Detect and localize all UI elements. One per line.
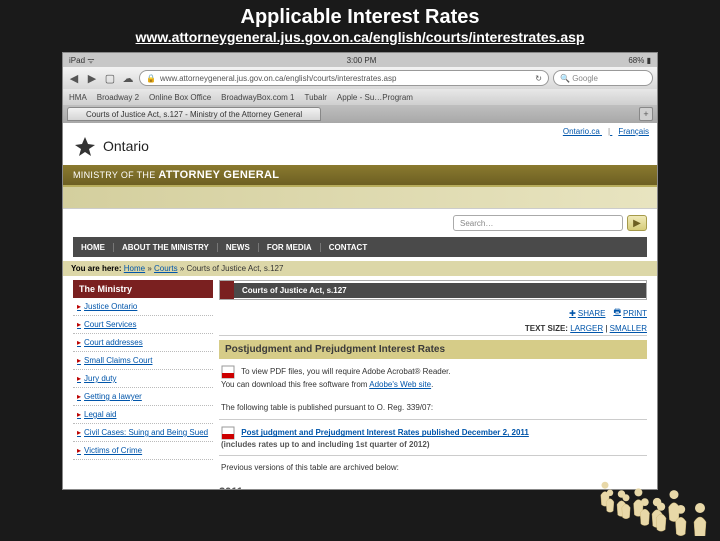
forward-icon[interactable]: ▶ — [85, 71, 99, 85]
search-icon: 🔍 — [560, 74, 570, 83]
pdf-line1: To view PDF files, you will require Adob… — [241, 367, 451, 376]
share-row: ✚ SHARE 🖶 PRINT — [219, 304, 647, 322]
nav-about[interactable]: ABOUT THE MINISTRY — [113, 243, 217, 252]
nav-media[interactable]: FOR MEDIA — [258, 243, 320, 252]
pdf-note: To view PDF files, you will require Adob… — [219, 359, 647, 396]
crumb-courts[interactable]: Courts — [154, 264, 178, 273]
sidebar-item[interactable]: Victims of Crime — [73, 442, 213, 460]
search-input[interactable]: Search… — [453, 215, 623, 231]
header-accent — [220, 281, 234, 299]
ontario-wordmark: Ontario — [103, 138, 149, 154]
ministry-banner: MINISTRY OF THE ATTORNEY GENERAL — [63, 165, 657, 185]
rates-doc-sub: (includes rates up to and including 1st … — [221, 440, 429, 449]
sidebar-item[interactable]: Jury duty — [73, 370, 213, 388]
archive-year: 2011 — [219, 486, 647, 490]
clock: 3:00 PM — [347, 56, 377, 65]
bookmark-item[interactable]: HMA — [69, 93, 87, 102]
sidebar-item[interactable]: Getting a lawyer — [73, 388, 213, 406]
bookmarks-icon[interactable]: ▢ — [103, 71, 117, 85]
browser-frame: iPad ᯤ 3:00 PM 68% ▮ ◀ ▶ ▢ ☁ 🔒 www.attor… — [62, 52, 658, 490]
main-pane: Courts of Justice Act, s.127 ✚ SHARE 🖶 P… — [219, 280, 647, 490]
refresh-icon[interactable]: ↻ — [535, 74, 542, 83]
sidebar-item[interactable]: Justice Ontario — [73, 298, 213, 316]
sidebar-item[interactable]: Civil Cases: Suing and Being Sued — [73, 424, 213, 442]
page-header-box: Courts of Justice Act, s.127 — [219, 280, 647, 300]
bookmark-item[interactable]: BroadwayBox.com 1 — [221, 93, 294, 102]
ministry-name: ATTORNEY GENERAL — [158, 169, 279, 181]
breadcrumb-label: You are here: — [71, 264, 122, 273]
slide-url: www.attorneygeneral.jus.gov.on.ca/englis… — [0, 29, 720, 49]
rates-doc-link[interactable]: Post judgment and Prejudgment Interest R… — [241, 428, 529, 437]
decorative-swoosh — [63, 185, 657, 209]
search-button[interactable]: ▶ — [627, 215, 647, 231]
wifi-icon: ᯤ — [87, 56, 94, 65]
text-size-row: TEXT SIZE: LARGER | SMALLER — [219, 322, 647, 336]
crumb-current: Courts of Justice Act, s.127 — [187, 264, 284, 273]
main-nav: HOME ABOUT THE MINISTRY NEWS FOR MEDIA C… — [73, 237, 647, 257]
doc-link-block: Post judgment and Prejudgment Interest R… — [219, 419, 647, 456]
bookmarks-bar: HMA Broadway 2 Online Box Office Broadwa… — [63, 89, 657, 105]
back-icon[interactable]: ◀ — [67, 71, 81, 85]
sidebar: The Ministry Justice Ontario Court Servi… — [73, 280, 213, 490]
archive-note: Previous versions of this table are arch… — [219, 456, 647, 479]
nav-contact[interactable]: CONTACT — [320, 243, 376, 252]
webpage: Ontario.ca | Français Ontario MINISTRY O… — [63, 123, 657, 490]
device-label: iPad — [69, 56, 85, 65]
battery-pct: 68% — [628, 56, 644, 65]
sidebar-header: The Ministry — [73, 280, 213, 298]
google-placeholder: Google — [572, 74, 598, 83]
bookmark-item[interactable]: Online Box Office — [149, 93, 211, 102]
bookmark-item[interactable]: Apple - Su…Program — [337, 93, 413, 102]
sidebar-item[interactable]: Court Services — [73, 316, 213, 334]
tab-active[interactable]: Courts of Justice Act, s.127 - Ministry … — [67, 107, 321, 121]
pdf-icon — [221, 426, 235, 440]
new-tab-icon[interactable]: + — [639, 107, 653, 121]
url-toolbar: ◀ ▶ ▢ ☁ 🔒 www.attorneygeneral.jus.gov.on… — [63, 67, 657, 89]
ipad-statusbar: iPad ᯤ 3:00 PM 68% ▮ — [63, 53, 657, 67]
sidebar-item[interactable]: Court addresses — [73, 334, 213, 352]
content-row: The Ministry Justice Ontario Court Servi… — [63, 280, 657, 490]
utility-links: Ontario.ca | Français — [557, 127, 649, 136]
sidebar-item[interactable]: Legal aid — [73, 406, 213, 424]
google-search[interactable]: 🔍 Google — [553, 70, 653, 86]
textsize-larger[interactable]: LARGER — [570, 324, 603, 333]
content-h1: Postjudgment and Prejudgment Interest Ra… — [219, 340, 647, 359]
address-text: www.attorneygeneral.jus.gov.on.ca/englis… — [160, 74, 396, 83]
crumb-home[interactable]: Home — [124, 264, 145, 273]
share-button[interactable]: ✚ SHARE — [569, 306, 605, 320]
pdf-icon — [221, 365, 235, 379]
sidebar-item[interactable]: Small Claims Court — [73, 352, 213, 370]
bookmark-item[interactable]: Broadway 2 — [97, 93, 139, 102]
search-row: Search… ▶ — [63, 209, 657, 237]
bookmark-item[interactable]: Tubalr — [305, 93, 327, 102]
adobe-link[interactable]: Adobe's Web site — [369, 380, 431, 389]
lock-icon: 🔒 — [146, 74, 156, 83]
slide-title: Applicable Interest Rates — [0, 0, 720, 29]
page-header: Courts of Justice Act, s.127 — [234, 283, 646, 298]
address-bar[interactable]: 🔒 www.attorneygeneral.jus.gov.on.ca/engl… — [139, 70, 549, 86]
textsize-smaller[interactable]: SMALLER — [610, 324, 647, 333]
publish-note: The following table is published pursuan… — [219, 396, 647, 419]
tab-bar: Courts of Justice Act, s.127 - Ministry … — [63, 105, 657, 123]
trillium-icon — [73, 134, 97, 158]
print-button[interactable]: 🖶 PRINT — [613, 306, 647, 320]
ministry-prefix: MINISTRY OF THE — [73, 170, 156, 180]
nav-news[interactable]: NEWS — [217, 243, 258, 252]
nav-home[interactable]: HOME — [73, 243, 113, 252]
cloud-icon[interactable]: ☁ — [121, 71, 135, 85]
breadcrumb: You are here: Home » Courts » Courts of … — [63, 261, 657, 276]
textsize-label: TEXT SIZE: — [525, 324, 568, 333]
link-ontario[interactable]: Ontario.ca — [563, 127, 600, 136]
link-francais[interactable]: Français — [618, 127, 649, 136]
pdf-line2a: You can download this free software from — [221, 380, 369, 389]
